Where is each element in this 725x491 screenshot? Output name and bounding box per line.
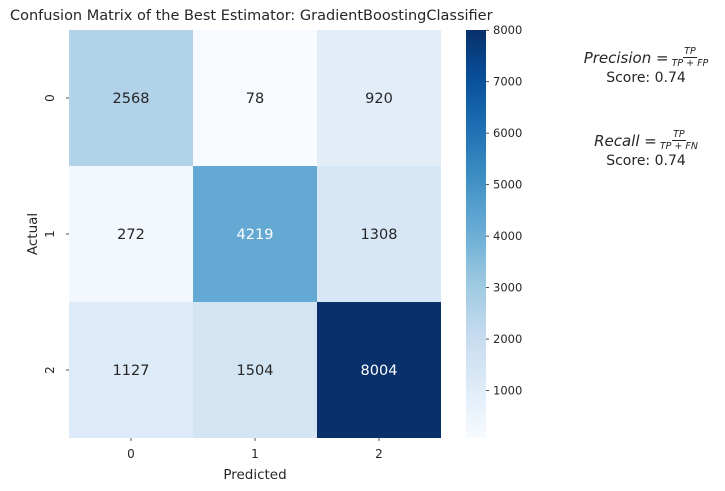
cell-value-label: 2568	[113, 91, 150, 107]
heatmap-cell	[69, 30, 193, 166]
x-axis-label: Predicted	[223, 467, 286, 483]
recall-denominator: TP + FN	[659, 141, 698, 152]
colorbar-tick-label: 2000	[493, 332, 522, 346]
heatmap-cell	[317, 30, 441, 166]
colorbar-tick-label: 4000	[493, 229, 522, 243]
recall-formula: Recall = TP TP + FN Score: 0.74	[572, 129, 720, 169]
cell-value-label: 78	[246, 91, 264, 107]
cell-value-label: 1308	[361, 227, 398, 243]
precision-formula: Precision = TP TP + FP Score: 0.74	[572, 46, 720, 86]
cell-value-label: 1504	[237, 363, 274, 379]
y-tick-label: 0	[43, 94, 57, 102]
x-tick-label: 1	[251, 447, 259, 461]
colorbar-tick-label: 3000	[493, 281, 522, 295]
colorbar-tick-label: 1000	[493, 384, 522, 398]
precision-numerator: TP	[683, 46, 697, 58]
y-axis-label: Actual	[25, 213, 41, 255]
colorbar-tick-label: 7000	[493, 75, 522, 89]
heatmap-cell	[193, 302, 317, 438]
cell-value-label: 1127	[113, 363, 150, 379]
x-tick-label: 0	[127, 447, 135, 461]
heatmap-cell	[317, 166, 441, 302]
heatmap-cell	[317, 302, 441, 438]
colorbar-tick-label: 5000	[493, 178, 522, 192]
recall-lhs: Recall =	[594, 131, 657, 150]
recall-fraction: TP TP + FN	[660, 129, 698, 152]
cell-value-label: 920	[365, 91, 393, 107]
recall-score: Score: 0.74	[606, 153, 686, 169]
chart-title: Confusion Matrix of the Best Estimator: …	[10, 8, 493, 24]
colorbar	[466, 30, 486, 438]
precision-score: Score: 0.74	[606, 70, 686, 86]
heatmap-cell	[69, 166, 193, 302]
heatmap-cell	[69, 302, 193, 438]
precision-denominator: TP + FP	[671, 58, 709, 69]
heatmap-cell	[193, 30, 317, 166]
colorbar-tick-label: 6000	[493, 126, 522, 140]
precision-fraction: TP TP + FP	[672, 46, 709, 69]
y-tick-label: 1	[43, 230, 57, 238]
y-tick-label: 2	[43, 366, 57, 374]
x-tick-label: 2	[375, 447, 383, 461]
colorbar-tick-label: 8000	[493, 23, 522, 37]
precision-lhs: Precision =	[583, 48, 669, 67]
cell-value-label: 272	[117, 227, 145, 243]
heatmap-cell	[193, 166, 317, 302]
recall-numerator: TP	[672, 129, 686, 141]
cell-value-label: 8004	[361, 363, 398, 379]
cell-value-label: 4219	[237, 227, 274, 243]
